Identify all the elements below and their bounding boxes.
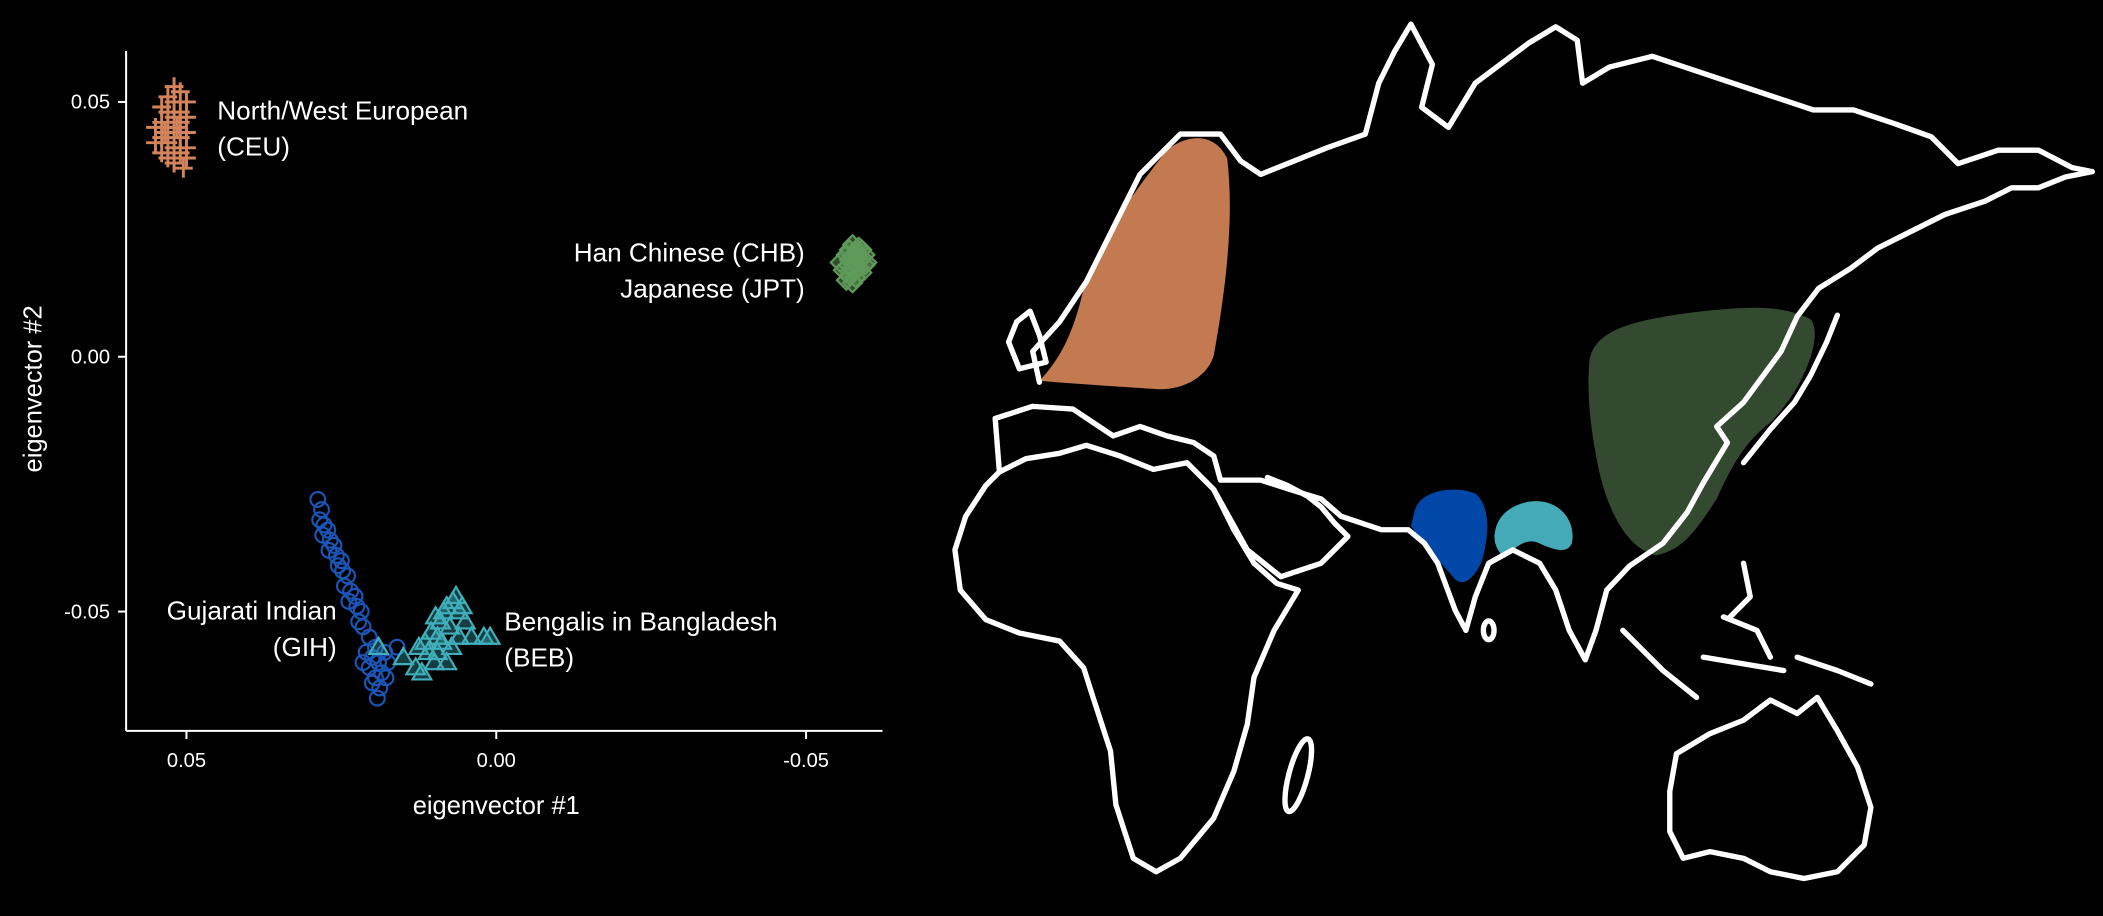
x-tick-label: 0.00	[477, 750, 516, 772]
label-ceu-line2: (CEU)	[217, 132, 290, 162]
label-beb-line2: (BEB)	[504, 643, 574, 673]
point-triangle	[454, 610, 477, 630]
point-plus	[167, 118, 187, 137]
point-circle	[350, 613, 368, 631]
label-chb-line1: Han Chinese (CHB)	[574, 238, 805, 268]
point-plus	[170, 82, 190, 102]
y-tick-label: 0.00	[71, 346, 110, 368]
southeast-asia-islands	[1620, 560, 1874, 701]
point-circle	[321, 531, 339, 549]
group-label-gih: Gujarati Indian (GIH)	[167, 596, 337, 662]
point-diamond	[841, 271, 864, 294]
group-label-ceu: North/West European (CEU)	[217, 95, 468, 161]
point-circle	[388, 638, 406, 656]
points	[146, 77, 878, 707]
label-ceu-line1: North/West European	[217, 95, 468, 125]
label-gih-line1: Gujarati Indian	[167, 596, 337, 626]
japan-outline	[1740, 312, 1841, 466]
point-triangle	[392, 645, 415, 666]
madagascar-outline	[1282, 736, 1315, 815]
point-circle	[313, 501, 330, 519]
region-beb	[1494, 501, 1573, 558]
point-plus	[155, 123, 175, 142]
point-circle	[319, 521, 337, 539]
point-circle	[368, 689, 386, 707]
point-triangle	[410, 661, 434, 681]
point-triangle	[426, 640, 449, 661]
scatter-plot: 0.05 0.00 -0.05 0.05 0.00 -0.05 eigenvector #…	[20, 50, 883, 820]
sri-lanka-outline	[1480, 618, 1497, 643]
africa-outline	[952, 442, 1301, 875]
point-circle	[339, 567, 357, 585]
point-circle	[311, 511, 329, 529]
label-chb-line2: Japanese (JPT)	[620, 274, 805, 304]
region-ceu	[1039, 138, 1230, 390]
point-triangle	[450, 594, 474, 615]
arabia-outline	[1211, 474, 1351, 580]
point-diamond	[845, 241, 868, 264]
point-circle	[329, 557, 347, 575]
group-label-chb: Han Chinese (CHB) Japanese (JPT)	[574, 238, 805, 304]
point-circle	[309, 490, 327, 508]
point-plus	[173, 158, 193, 178]
eurasia-south-coast	[992, 168, 2095, 663]
point-triangle	[407, 635, 431, 656]
point-triangle	[435, 651, 458, 671]
x-tick-label: -0.05	[783, 750, 829, 772]
britain-outline	[1005, 308, 1049, 372]
point-triangle	[424, 605, 447, 625]
point-plus	[177, 148, 196, 168]
point-circle	[315, 516, 333, 534]
point-circle	[325, 536, 343, 554]
point-plus	[146, 133, 165, 153]
group-label-beb: Bengalis in Bangladesh (BEB)	[504, 606, 777, 672]
point-circle	[342, 582, 360, 600]
point-triangle	[478, 625, 502, 645]
y-tick-label: 0.05	[71, 92, 110, 114]
x-tick-label: 0.05	[167, 750, 206, 772]
region-chb-jpt	[1588, 307, 1815, 556]
region-gih	[1410, 489, 1488, 583]
eurasia-north-coast	[1030, 21, 2095, 385]
label-gih-line2: (GIH)	[273, 632, 337, 662]
point-circle	[371, 679, 389, 697]
y-tick-label: -0.05	[64, 601, 110, 623]
ticks: 0.05 0.00 -0.05 0.05 0.00 -0.05	[64, 92, 829, 773]
point-triangle	[440, 635, 463, 656]
point-circle	[327, 547, 345, 564]
point-triangle	[367, 635, 390, 656]
x-axis-label: eigenvector #1	[413, 792, 580, 820]
y-axis-label: eigenvector #2	[20, 305, 48, 472]
australia-outline	[1667, 694, 1874, 882]
point-triangle	[435, 594, 458, 615]
world-map	[952, 21, 2095, 882]
label-beb-line1: Bengalis in Bangladesh	[504, 606, 777, 636]
